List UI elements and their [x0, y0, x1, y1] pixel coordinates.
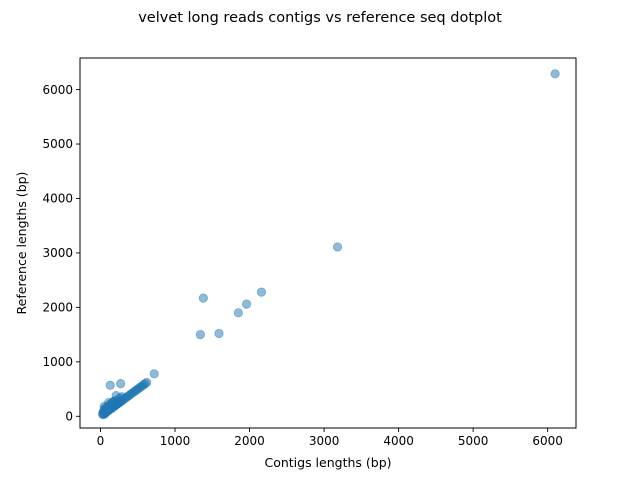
data-point [256, 287, 267, 297]
data-point [102, 405, 113, 415]
axes: 0 1000 2000 3000 4000 5000 6000 0 1000 2000 3000 4… [42, 57, 577, 448]
data-point [116, 379, 126, 389]
y-tick-label: 3000 [42, 246, 73, 260]
data-point [111, 391, 121, 401]
data-point [105, 380, 115, 390]
y-tick-label: 6000 [42, 83, 73, 97]
data-point [241, 299, 252, 309]
y-tick-label: 0 [65, 409, 73, 423]
data-point [195, 330, 205, 340]
x-tick-label: 3000 [309, 434, 340, 448]
data-points [98, 69, 560, 420]
y-ticks: 0 1000 2000 3000 4000 5000 6000 [42, 83, 80, 423]
plot-frame [79, 57, 577, 429]
x-tick-label: 5000 [458, 434, 489, 448]
y-axis-label: Reference lengths (bp) [14, 172, 29, 315]
data-point [149, 369, 159, 379]
data-point [332, 242, 343, 252]
data-point [214, 328, 224, 339]
x-tick-label: 0 [97, 434, 105, 448]
y-tick-label: 1000 [42, 355, 73, 369]
x-tick-label: 1000 [160, 434, 191, 448]
data-point [142, 377, 152, 388]
x-tick-label: 2000 [234, 434, 265, 448]
x-axis-label: Contigs lengths (bp) [264, 455, 391, 470]
y-tick-label: 2000 [42, 301, 73, 315]
data-point [550, 69, 560, 79]
y-tick-label: 4000 [42, 192, 73, 206]
x-tick-label: 4000 [383, 434, 414, 448]
data-point [198, 293, 208, 303]
x-tick-label: 6000 [532, 434, 563, 448]
chart-title: velvet long reads contigs vs reference s… [138, 10, 502, 26]
y-tick-label: 5000 [42, 137, 73, 151]
data-point [233, 308, 243, 318]
x-ticks: 0 1000 2000 3000 4000 5000 6000 [97, 428, 563, 448]
